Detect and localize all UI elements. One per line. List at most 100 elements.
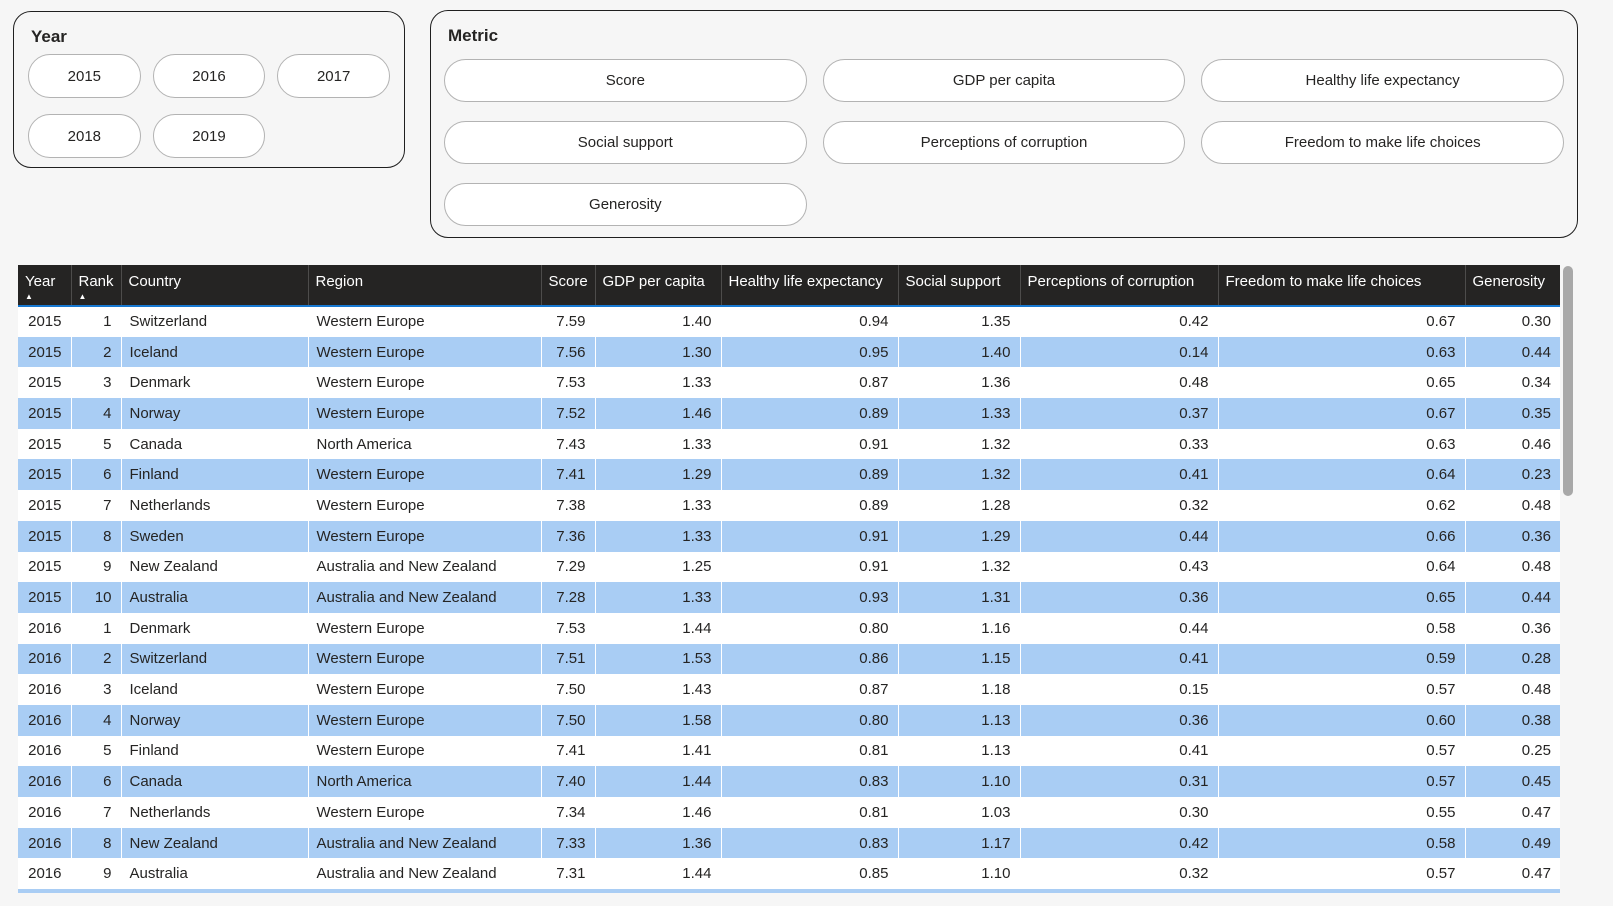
table-row[interactable]: 2016 5 Finland Western Europe 7.41 1.41 0.81 1.…	[18, 735, 1560, 767]
column-header-generosity[interactable]: Generosity	[1465, 265, 1560, 307]
cell-year: 2015	[18, 336, 72, 368]
column-header-label: Rank	[78, 273, 114, 290]
cell-healthy-life-expectancy: 0.83	[721, 766, 899, 797]
cell-freedom-to-make-life-choices: 0.57	[1218, 766, 1466, 797]
cell-social-support: 1.13	[898, 735, 1021, 767]
table-row[interactable]: 2016 1 Denmark Western Europe 7.53 1.44 0.80 1.…	[18, 612, 1560, 644]
metric-option-social-support[interactable]: Social support	[444, 121, 807, 164]
cell-perceptions-of-corruption: 0.32	[1020, 490, 1219, 521]
column-header-social-support[interactable]: Social support	[898, 265, 1021, 307]
year-option-2019[interactable]: 2019	[152, 114, 266, 158]
table-row[interactable]: 2015 6 Finland Western Europe 7.41 1.29 0.89 1.…	[18, 459, 1560, 491]
metric-option-gdp-per-capita[interactable]: GDP per capita	[822, 59, 1186, 102]
cell-region: Western Europe	[308, 797, 542, 828]
data-table: Year ▲ Rank ▲ Country Region Score GDP per capi…	[18, 265, 1560, 890]
table-row[interactable]: 2015 3 Denmark Western Europe 7.53 1.33 0.87 1.…	[18, 367, 1560, 399]
column-header-freedom-to-make-life-choices[interactable]: Freedom to make life choices	[1218, 265, 1466, 307]
cell-region: Western Europe	[308, 704, 542, 736]
column-header-label: Freedom to make life choices	[1225, 273, 1422, 290]
metric-option-perceptions-of-corruption[interactable]: Perceptions of corruption	[822, 121, 1186, 164]
cell-healthy-life-expectancy: 0.87	[721, 367, 899, 399]
cell-score: 7.50	[541, 704, 596, 736]
cell-country: Iceland	[121, 674, 309, 705]
cell-generosity: 0.44	[1521, 589, 1551, 607]
cell-freedom-to-make-life-choices: 0.66	[1218, 520, 1466, 552]
cell-social-support: 1.33	[898, 398, 1021, 429]
cell-social-support: 1.18	[898, 674, 1021, 705]
cell-country: Australia	[121, 582, 309, 613]
cell-rank: 9	[71, 551, 122, 583]
cell-country: New Zealand	[121, 551, 309, 583]
column-header-country[interactable]: Country	[121, 265, 309, 307]
table-row[interactable]: 2015 10 Australia Australia and New Zealand…	[18, 582, 1560, 613]
column-header-score[interactable]: Score	[541, 265, 596, 307]
table-row[interactable]: 2016 8 New Zealand Australia and New Zealan…	[18, 827, 1560, 859]
cell-rank: 2	[71, 643, 122, 675]
cell-generosity: 0.28	[1521, 650, 1551, 668]
cell-gdp-per-capita: 1.44	[595, 766, 722, 797]
cell-freedom-to-make-life-choices: 0.59	[1218, 643, 1466, 675]
metric-option-score[interactable]: Score	[444, 59, 807, 102]
year-option-2015[interactable]: 2015	[28, 54, 141, 98]
cell-year: 2016	[18, 827, 72, 859]
column-header-gdp-per-capita[interactable]: GDP per capita	[595, 265, 722, 307]
cell-healthy-life-expectancy: 0.93	[721, 582, 899, 613]
cell-gdp-per-capita: 1.33	[595, 367, 722, 399]
cell-social-support: 1.10	[898, 766, 1021, 797]
table-row[interactable]: 2016 7 Netherlands Western Europe 7.34 1.46 0.…	[18, 797, 1560, 828]
cell-freedom-to-make-life-choices: 0.55	[1218, 797, 1466, 828]
table-row[interactable]: 2015 7 Netherlands Western Europe 7.38 1.33 0.…	[18, 490, 1560, 521]
cell-perceptions-of-corruption: 0.48	[1020, 367, 1219, 399]
cell-generosity: 0.47	[1521, 803, 1551, 821]
table-row[interactable]: 2015 2 Iceland Western Europe 7.56 1.30 0.95 1.…	[18, 336, 1560, 368]
table-row[interactable]: 2015 1 Switzerland Western Europe 7.59 1.40 0.…	[18, 306, 1560, 337]
year-option-2017[interactable]: 2017	[277, 54, 390, 98]
table-row[interactable]: 2015 8 Sweden Western Europe 7.36 1.33 0.91 1.2…	[18, 520, 1560, 552]
cell-freedom-to-make-life-choices: 0.57	[1218, 674, 1466, 705]
table-row[interactable]: 2016 9 Australia Australia and New Zealand 7…	[18, 858, 1560, 890]
cell-perceptions-of-corruption: 0.33	[1020, 428, 1219, 460]
column-header-year[interactable]: Year ▲	[18, 265, 72, 307]
metric-option-freedom-to-make-life-choices[interactable]: Freedom to make life choices	[1201, 121, 1564, 164]
column-header-region[interactable]: Region	[308, 265, 542, 307]
cell-healthy-life-expectancy: 0.81	[721, 797, 899, 828]
cell-perceptions-of-corruption: 0.42	[1020, 306, 1219, 337]
cell-rank: 7	[71, 797, 122, 828]
year-option-2018[interactable]: 2018	[28, 114, 141, 158]
sort-ascending-icon: ▲	[78, 292, 87, 301]
cell-freedom-to-make-life-choices: 0.63	[1218, 336, 1466, 368]
vertical-scrollbar-thumb[interactable]	[1563, 266, 1573, 496]
cell-region: Western Europe	[308, 643, 542, 675]
cell-freedom-to-make-life-choices: 0.60	[1218, 704, 1466, 736]
cell-score: 7.29	[541, 551, 596, 583]
cell-generosity: 0.45	[1521, 773, 1551, 791]
cell-rank: 3	[71, 674, 122, 705]
table-row[interactable]: 2015 9 New Zealand Australia and New Zealan…	[18, 551, 1560, 583]
table-row[interactable]: 2016 2 Switzerland Western Europe 7.51 1.53 0.…	[18, 643, 1560, 675]
cell-year: 2016	[18, 735, 72, 767]
cell-freedom-to-make-life-choices: 0.58	[1218, 827, 1466, 859]
column-header-rank[interactable]: Rank ▲	[71, 265, 122, 307]
cell-gdp-per-capita: 1.41	[595, 735, 722, 767]
cell-gdp-per-capita: 1.33	[595, 490, 722, 521]
table-row[interactable]: 2015 4 Norway Western Europe 7.52 1.46 0.89 1.3…	[18, 398, 1560, 429]
cell-region: Australia and New Zealand	[308, 858, 542, 890]
cell-year: 2015	[18, 306, 72, 337]
table-row[interactable]: 2016 6 Canada North America 7.40 1.44 0.83 1.10…	[18, 766, 1560, 797]
cell-gdp-per-capita: 1.33	[595, 428, 722, 460]
year-option-2016[interactable]: 2016	[152, 54, 266, 98]
cell-score: 7.41	[541, 735, 596, 767]
metric-option-healthy-life-expectancy[interactable]: Healthy life expectancy	[1201, 59, 1564, 102]
cell-generosity: 0.46	[1521, 435, 1551, 453]
column-header-perceptions-of-corruption[interactable]: Perceptions of corruption	[1020, 265, 1219, 307]
cell-healthy-life-expectancy: 0.89	[721, 459, 899, 491]
table-row[interactable]: 2016 4 Norway Western Europe 7.50 1.58 0.80 1.1…	[18, 704, 1560, 736]
cell-freedom-to-make-life-choices: 0.64	[1218, 551, 1466, 583]
cell-year: 2015	[18, 398, 72, 429]
cell-country: Norway	[121, 398, 309, 429]
table-row[interactable]: 2016 3 Iceland Western Europe 7.50 1.43 0.87 1.…	[18, 674, 1560, 705]
cell-generosity: 0.48	[1521, 496, 1551, 514]
column-header-healthy-life-expectancy[interactable]: Healthy life expectancy	[721, 265, 899, 307]
metric-option-generosity[interactable]: Generosity	[444, 183, 807, 226]
table-row[interactable]: 2015 5 Canada North America 7.43 1.33 0.91 1.32…	[18, 428, 1560, 460]
